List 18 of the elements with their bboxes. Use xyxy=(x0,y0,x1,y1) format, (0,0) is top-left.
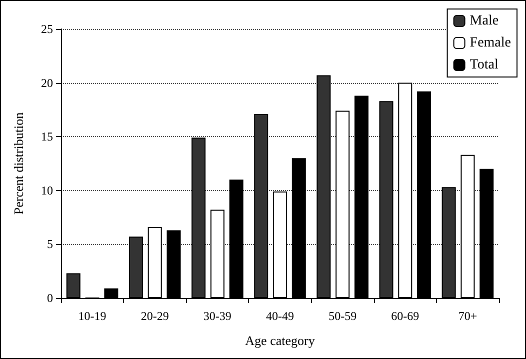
x-tick-label: 70+ xyxy=(458,309,478,323)
x-tick-label: 10-19 xyxy=(78,309,106,323)
x-tick-label: 60-69 xyxy=(391,309,420,323)
legend-label: Female xyxy=(470,36,512,50)
y-tick-label: 25 xyxy=(41,22,53,36)
legend-label: Total xyxy=(470,58,498,72)
y-tick-label: 0 xyxy=(47,291,53,305)
x-tick-label: 40-49 xyxy=(266,309,294,323)
y-tick-label: 10 xyxy=(41,183,53,198)
y-axis-title: Percent distribution xyxy=(11,112,26,215)
x-tick-label: 30-39 xyxy=(203,309,232,323)
x-tick-label: 50-59 xyxy=(328,309,357,323)
x-axis-title: Age category xyxy=(245,333,316,348)
y-tick-label: 15 xyxy=(41,130,53,144)
y-tick-label: 20 xyxy=(41,76,53,90)
x-tick-label: 20-29 xyxy=(140,309,169,323)
legend-label: Male xyxy=(470,14,499,28)
y-tick-label: 5 xyxy=(47,237,53,252)
